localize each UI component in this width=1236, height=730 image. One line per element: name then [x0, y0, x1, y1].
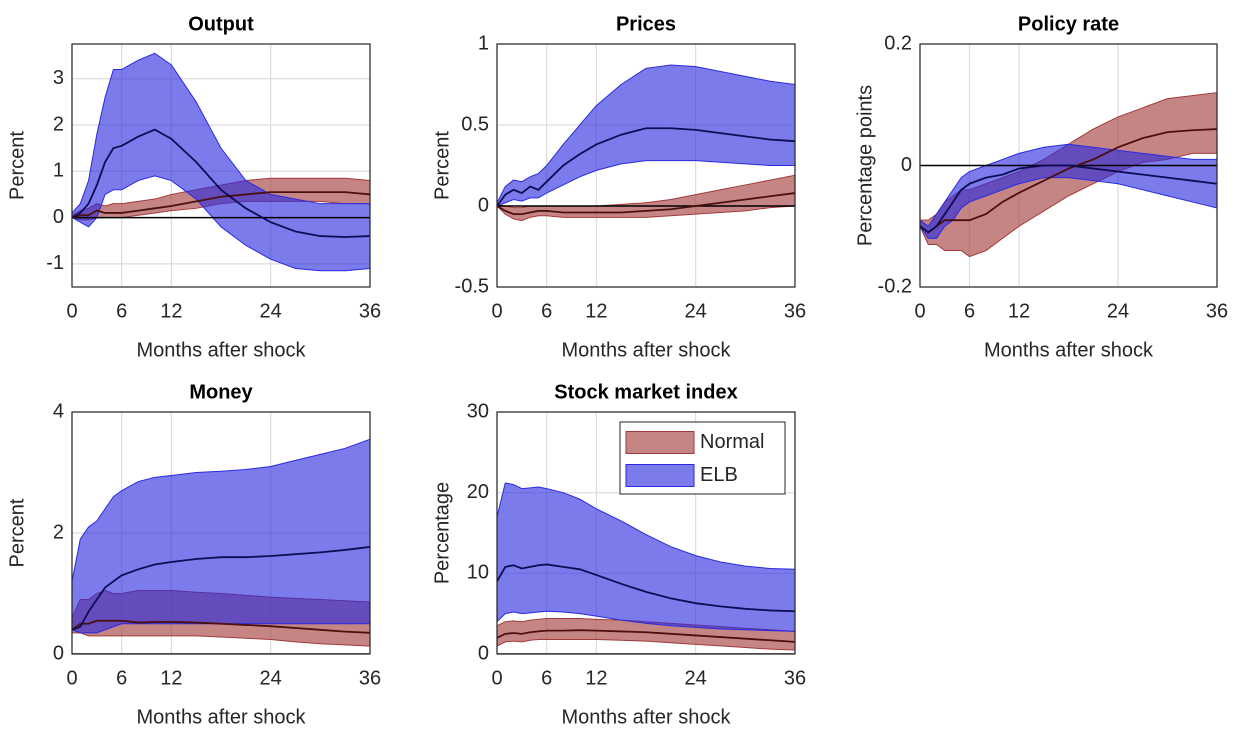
axes-box: [496, 43, 796, 288]
x-axis-label: Months after shock: [562, 706, 732, 728]
legend-swatch: [625, 464, 695, 487]
plot-area: [920, 92, 1217, 258]
median-line: [497, 563, 795, 613]
x-axis-label: Months after shock: [137, 706, 307, 728]
y-tick-label: 2: [53, 521, 64, 543]
y-axis-label: Percent: [431, 131, 453, 200]
y-tick-label: 0: [901, 154, 912, 176]
median-line: [920, 128, 1217, 234]
y-tick-label: 4: [53, 400, 64, 422]
y-tick-label: 1: [53, 160, 64, 182]
x-tick-label: 0: [491, 300, 502, 322]
subplot: 0 6 12 24 36 0 10 20 30 Stock market index Months …: [431, 381, 806, 728]
y-tick-label: 1: [478, 32, 489, 54]
median-line: [497, 192, 795, 215]
x-tick-label: 36: [784, 300, 806, 322]
x-tick-label: 24: [685, 667, 707, 689]
median-line: [72, 619, 370, 634]
band: [497, 482, 795, 632]
y-axis-label: Percentage points: [854, 85, 876, 246]
band: [497, 618, 795, 651]
x-tick-label: 12: [160, 667, 182, 689]
y-tick-label: 20: [467, 481, 489, 503]
y-tick-label: 0: [53, 206, 64, 228]
median-line: [72, 546, 370, 631]
y-tick-label: 2: [53, 113, 64, 135]
y-tick-label: 0: [53, 642, 64, 664]
x-tick-label: 24: [260, 667, 282, 689]
median-line: [497, 629, 795, 643]
median-line: [920, 164, 1217, 234]
x-tick-label: 24: [260, 300, 282, 322]
y-axis-label: Percent: [6, 498, 28, 567]
legend-label: ELB: [700, 464, 738, 486]
axes-box: [71, 411, 371, 655]
x-axis-label: Months after shock: [562, 339, 732, 361]
y-tick-label: -0.2: [878, 275, 912, 297]
x-tick-label: 6: [541, 667, 552, 689]
y-axis-label: Percent: [6, 131, 28, 200]
y-tick-label: 0.5: [461, 113, 489, 135]
y-tick-label: 3: [53, 67, 64, 89]
y-tick-label: 10: [467, 562, 489, 584]
plot-area: [497, 64, 795, 222]
x-tick-label: 0: [491, 667, 502, 689]
median-line: [72, 191, 370, 219]
x-tick-label: 0: [914, 300, 925, 322]
x-tick-label: 24: [685, 300, 707, 322]
band: [497, 64, 795, 207]
x-tick-label: 0: [66, 667, 77, 689]
chart-title: Prices: [616, 13, 676, 35]
x-tick-label: 6: [541, 300, 552, 322]
y-tick-label: 0: [478, 194, 489, 216]
chart-title: Output: [188, 13, 254, 35]
x-tick-label: 36: [784, 667, 806, 689]
x-tick-label: 36: [1206, 300, 1228, 322]
x-tick-label: 36: [359, 667, 381, 689]
x-tick-label: 6: [964, 300, 975, 322]
x-axis-label: Months after shock: [137, 339, 307, 361]
y-tick-label: -1: [46, 252, 64, 274]
plot-area: [72, 52, 370, 272]
axes-box: [71, 43, 371, 288]
x-tick-label: 12: [585, 300, 607, 322]
axes-box: [919, 43, 1218, 288]
x-axis-label: Months after shock: [984, 339, 1154, 361]
chart-title: Policy rate: [1018, 13, 1119, 35]
x-tick-label: 36: [359, 300, 381, 322]
legend-label: Normal: [700, 431, 764, 453]
y-tick-label: -0.5: [455, 275, 489, 297]
median-line: [497, 127, 795, 207]
y-tick-label: 0.2: [884, 32, 912, 54]
band: [920, 143, 1217, 239]
legend-swatch: [625, 431, 695, 454]
band: [72, 438, 370, 634]
plot-area: [72, 438, 370, 654]
plot-area: [497, 482, 795, 654]
band: [72, 52, 370, 272]
x-tick-label: 24: [1107, 300, 1129, 322]
x-tick-label: 6: [116, 300, 127, 322]
axes-box: [496, 411, 796, 655]
chart-title: Stock market index: [554, 381, 737, 403]
legend: Normal ELB: [619, 421, 786, 495]
x-tick-label: 12: [160, 300, 182, 322]
median-line: [72, 128, 370, 238]
x-tick-label: 6: [116, 667, 127, 689]
x-tick-label: 12: [585, 667, 607, 689]
y-axis-label: Percentage: [431, 482, 453, 584]
y-tick-label: 30: [467, 400, 489, 422]
x-tick-label: 0: [66, 300, 77, 322]
y-tick-label: 0: [478, 642, 489, 664]
chart-title: Money: [189, 381, 253, 403]
x-tick-label: 12: [1008, 300, 1030, 322]
